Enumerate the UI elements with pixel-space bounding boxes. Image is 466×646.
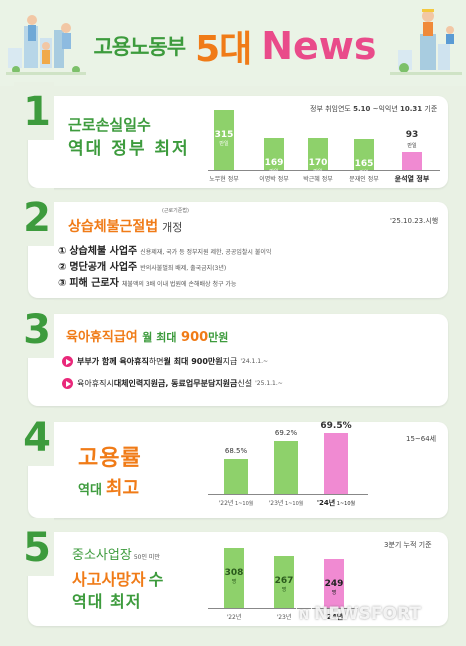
watermark: N NEWSFORT [296,604,421,624]
list-item: ③ 피해 근로자 체불액의 3배 이내 법원에 손해배상 청구 가능 [58,278,237,289]
page-title: 고용노동부 5대 News [70,16,400,76]
bar-label: 문재인 정부 [349,176,379,183]
section-note: '25.10.23.시행 [390,217,439,225]
bar [274,440,298,494]
bar-value: 169 [264,157,284,168]
section-subtitle: 사고사망자 수 [72,570,164,589]
list-item: 부부가 함께 육아휴직 하면 월 최대 900만원 지급 '24.1.1.~ [62,356,268,367]
bar-label: 박근혜 정부 [303,176,333,183]
title-news: News [261,24,377,68]
section-number: 1 [23,89,51,135]
bar-label: 이명박 정부 [259,176,289,183]
section-1-card: 1 근로손실일수 역대 정부 최저 정부 취임연도 5.10 ~익익년 10.3… [14,82,448,188]
bar-unit: 만일 [269,168,279,175]
bar-unit: 명 [331,590,337,597]
bar-label: '24년 [324,613,344,621]
bar: 170 만일 [308,137,328,175]
bar [324,433,348,494]
section-note: 3분기 누적 기준 [384,541,432,549]
section-title: 중소사업장 50인 미만 [72,548,160,563]
section-subtitle: 역대 최고 [78,478,140,499]
bar: 165 만일 [354,138,374,176]
bar-unit: 만일 [219,141,229,147]
list-item: ① 상습체불 사업주 신용제재, 국가 등 정부지원 제한, 공공입찰시 불이익 [58,246,272,257]
section-4-card: 4 고용률 역대 최고 15~64세 68.5% '22년 1~10월 69.2% '2… [14,408,448,518]
bar-value: 93 만일 [405,130,419,150]
bar-label: '23년 [276,614,292,621]
bar-value: 68.5% [224,447,248,455]
title-five: 5대 [195,29,252,70]
bar-value: 69.2% [274,428,298,437]
title-ministry: 고용노동부 [93,35,186,59]
construction-worker-illustration [390,9,462,75]
city-people-illustration [6,15,86,75]
bar-value: 170 [308,157,328,168]
bar: 249 명 [324,559,344,608]
bar-label: '22년 [226,614,242,621]
section-title: 육아휴직급여 월 최대 900만원 [66,330,229,345]
list-item: ② 명단공개 사업주 반의사불벌죄 배제, 출국금지(3년) [58,262,227,273]
bar-value: 308 [224,568,244,578]
bar-unit: 만일 [313,168,323,175]
chart-baseline [208,170,440,171]
bar-label: '22년 1~10월 [218,500,254,507]
bar: 267 명 [274,555,294,608]
bar-label: 윤석열 정부 [394,175,430,183]
bar-label: '24년 1~10월 [316,499,356,507]
law-name-sup: (근로기준법) [162,208,189,214]
bar-unit: 명 [281,586,287,593]
section-subtitle-2: 역대 최저 [72,592,142,611]
bar: 308 명 [224,548,244,608]
list-item: 육아휴직시 대체인력지원금, 동료업무분담지원금 신설 '25.1.1.~ [62,378,283,389]
bar: 315 만일 [214,110,234,170]
section-number: 2 [23,195,51,241]
bar-value: 165 [354,158,374,169]
section-note: 15~64세 [406,435,437,443]
bar-value: 267 [274,575,294,586]
bar [224,459,248,494]
play-bullet-icon [62,378,73,389]
bar-value: 315 [214,130,234,140]
section-subtitle: 역대 정부 최저 [68,139,190,159]
header: 고용노동부 5대 News [0,0,466,86]
section-5-card: 5 중소사업장 50인 미만 사고사망자 수 역대 최저 3분기 누적 기준 308… [14,518,448,626]
play-bullet-icon [62,356,73,367]
section-title: 상습체불근절법 개정 [68,219,183,235]
section-number: 5 [23,525,51,571]
section-3-card: 3 육아휴직급여 월 최대 900만원 부부가 함께 육아휴직 하면 월 최대 9… [14,300,448,406]
bar: 169 만일 [264,137,284,175]
section-title: 근로손실일수 [68,116,151,134]
bar-unit: 만일 [359,169,369,176]
bar [402,152,422,170]
bar-label: '23년 1~10월 [268,500,304,507]
bar-unit: 명 [231,579,237,585]
bar-label: 노무현 정부 [209,176,239,183]
bar-value: 249 [324,579,344,590]
section-title: 고용률 [78,446,142,471]
chart-baseline [208,494,368,495]
section-note: 정부 취임연도 5.10 ~익익년 10.31 기준 [310,105,438,113]
section-2-card: 2 (근로기준법) 상습체불근절법 개정 '25.10.23.시행 ① 상습체불 … [14,188,448,298]
section-number: 3 [23,307,51,353]
bar-value: 69.5% [320,421,352,431]
chart-baseline [208,608,358,609]
section-number: 4 [23,415,51,461]
